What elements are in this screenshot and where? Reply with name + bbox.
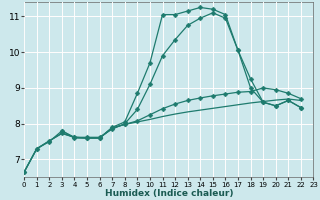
- X-axis label: Humidex (Indice chaleur): Humidex (Indice chaleur): [105, 189, 233, 198]
